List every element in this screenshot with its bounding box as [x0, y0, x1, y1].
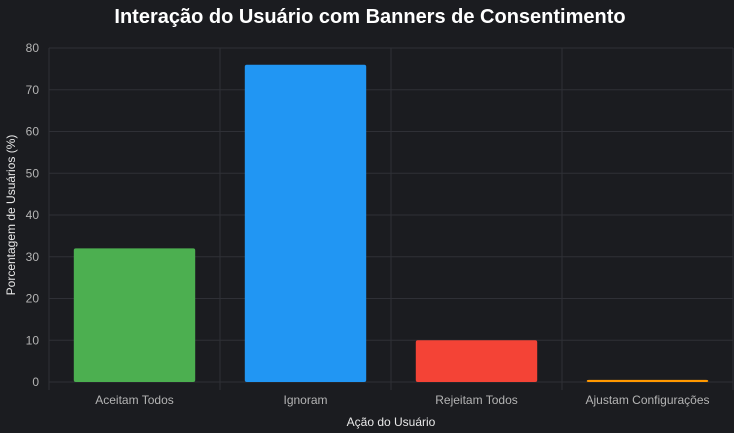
x-tick-label: Ajustam Configurações: [585, 393, 709, 407]
bar-3: [415, 340, 538, 382]
x-axis-label: Ação do Usuário: [347, 415, 436, 429]
y-axis-label: Porcentagem de Usuários (%): [4, 135, 18, 296]
bar-1: [73, 248, 196, 382]
y-tick-label: 30: [26, 250, 40, 264]
x-tick-label: Ignoram: [283, 393, 327, 407]
x-tick-label: Rejeitam Todos: [435, 393, 518, 407]
y-tick-label: 40: [26, 208, 40, 222]
y-tick-label: 10: [26, 333, 40, 347]
y-tick-label: 20: [26, 292, 40, 306]
y-tick-label: 0: [32, 375, 39, 389]
y-tick-label: 50: [26, 166, 40, 180]
x-axis-ticks: Aceitam Todos Ignoram Rejeitam Todos Ajusta…: [95, 393, 709, 407]
y-tick-label: 60: [26, 125, 40, 139]
x-tick-label: Aceitam Todos: [95, 393, 174, 407]
bar-4: [586, 379, 709, 382]
bar-2: [244, 64, 367, 382]
y-tick-label: 70: [26, 83, 40, 97]
chart-title: Interação do Usuário com Banners de Cons…: [114, 6, 625, 28]
y-axis-ticks: 0 10 20 30 40 50 60 70 80: [26, 41, 40, 389]
bars: [73, 64, 709, 382]
y-tick-label: 80: [26, 41, 40, 55]
